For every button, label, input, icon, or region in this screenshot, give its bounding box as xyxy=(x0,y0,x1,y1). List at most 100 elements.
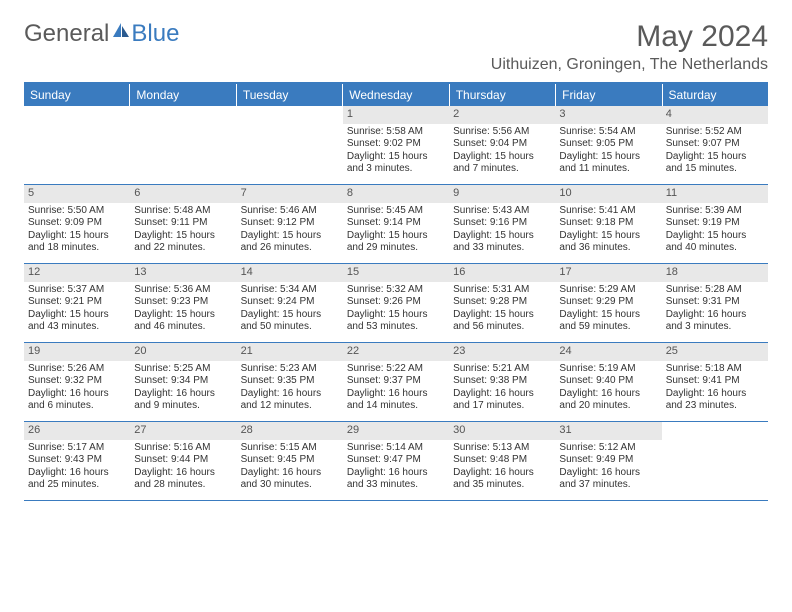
sunrise-line: Sunrise: 5:15 AM xyxy=(241,442,339,455)
weekday-header-row: SundayMondayTuesdayWednesdayThursdayFrid… xyxy=(24,84,768,106)
day-cell: 1Sunrise: 5:58 AMSunset: 9:02 PMDaylight… xyxy=(343,106,449,184)
daylight-line: Daylight: 16 hours and 9 minutes. xyxy=(134,388,232,413)
sunset-line: Sunset: 9:02 PM xyxy=(347,138,445,151)
sunset-line: Sunset: 9:21 PM xyxy=(28,296,126,309)
day-body: Sunrise: 5:56 AMSunset: 9:04 PMDaylight:… xyxy=(449,124,555,180)
weekday-header: Sunday xyxy=(24,84,130,106)
sunset-line: Sunset: 9:16 PM xyxy=(453,217,551,230)
day-number: 8 xyxy=(343,185,449,203)
day-cell xyxy=(130,106,236,184)
day-number: 6 xyxy=(130,185,236,203)
day-cell: 22Sunrise: 5:22 AMSunset: 9:37 PMDayligh… xyxy=(343,343,449,421)
day-number: 26 xyxy=(24,422,130,440)
sunset-line: Sunset: 9:23 PM xyxy=(134,296,232,309)
daylight-line: Daylight: 15 hours and 18 minutes. xyxy=(28,230,126,255)
day-number: 20 xyxy=(130,343,236,361)
sunset-line: Sunset: 9:35 PM xyxy=(241,375,339,388)
day-number: 30 xyxy=(449,422,555,440)
daylight-line: Daylight: 15 hours and 29 minutes. xyxy=(347,230,445,255)
day-number: 9 xyxy=(449,185,555,203)
day-cell: 7Sunrise: 5:46 AMSunset: 9:12 PMDaylight… xyxy=(237,185,343,263)
day-number: 19 xyxy=(24,343,130,361)
week-row: 1Sunrise: 5:58 AMSunset: 9:02 PMDaylight… xyxy=(24,106,768,185)
day-cell xyxy=(237,106,343,184)
daylight-line: Daylight: 16 hours and 14 minutes. xyxy=(347,388,445,413)
day-number: 17 xyxy=(555,264,661,282)
sunset-line: Sunset: 9:04 PM xyxy=(453,138,551,151)
weekday-header: Friday xyxy=(556,84,662,106)
day-body: Sunrise: 5:22 AMSunset: 9:37 PMDaylight:… xyxy=(343,361,449,417)
day-cell: 17Sunrise: 5:29 AMSunset: 9:29 PMDayligh… xyxy=(555,264,661,342)
daylight-line: Daylight: 15 hours and 43 minutes. xyxy=(28,309,126,334)
sunrise-line: Sunrise: 5:39 AM xyxy=(666,205,764,218)
day-cell: 5Sunrise: 5:50 AMSunset: 9:09 PMDaylight… xyxy=(24,185,130,263)
day-cell: 26Sunrise: 5:17 AMSunset: 9:43 PMDayligh… xyxy=(24,422,130,500)
day-body: Sunrise: 5:19 AMSunset: 9:40 PMDaylight:… xyxy=(555,361,661,417)
daylight-line: Daylight: 16 hours and 28 minutes. xyxy=(134,467,232,492)
month-title: May 2024 xyxy=(491,20,768,54)
day-body: Sunrise: 5:45 AMSunset: 9:14 PMDaylight:… xyxy=(343,203,449,259)
day-body: Sunrise: 5:31 AMSunset: 9:28 PMDaylight:… xyxy=(449,282,555,338)
daylight-line: Daylight: 16 hours and 35 minutes. xyxy=(453,467,551,492)
weekday-header: Tuesday xyxy=(237,84,343,106)
day-body: Sunrise: 5:12 AMSunset: 9:49 PMDaylight:… xyxy=(555,440,661,496)
daylight-line: Daylight: 15 hours and 53 minutes. xyxy=(347,309,445,334)
sunset-line: Sunset: 9:19 PM xyxy=(666,217,764,230)
sunset-line: Sunset: 9:47 PM xyxy=(347,454,445,467)
day-cell: 13Sunrise: 5:36 AMSunset: 9:23 PMDayligh… xyxy=(130,264,236,342)
daylight-line: Daylight: 16 hours and 23 minutes. xyxy=(666,388,764,413)
daylight-line: Daylight: 15 hours and 15 minutes. xyxy=(666,151,764,176)
sunrise-line: Sunrise: 5:29 AM xyxy=(559,284,657,297)
sunset-line: Sunset: 9:24 PM xyxy=(241,296,339,309)
day-body: Sunrise: 5:25 AMSunset: 9:34 PMDaylight:… xyxy=(130,361,236,417)
sunrise-line: Sunrise: 5:37 AM xyxy=(28,284,126,297)
day-cell xyxy=(24,106,130,184)
day-cell: 12Sunrise: 5:37 AMSunset: 9:21 PMDayligh… xyxy=(24,264,130,342)
sunrise-line: Sunrise: 5:58 AM xyxy=(347,126,445,139)
daylight-line: Daylight: 16 hours and 37 minutes. xyxy=(559,467,657,492)
day-number: 10 xyxy=(555,185,661,203)
week-row: 19Sunrise: 5:26 AMSunset: 9:32 PMDayligh… xyxy=(24,343,768,422)
daylight-line: Daylight: 16 hours and 20 minutes. xyxy=(559,388,657,413)
day-cell: 6Sunrise: 5:48 AMSunset: 9:11 PMDaylight… xyxy=(130,185,236,263)
day-number: 7 xyxy=(237,185,343,203)
sunrise-line: Sunrise: 5:21 AM xyxy=(453,363,551,376)
weekday-header: Wednesday xyxy=(343,84,449,106)
day-cell: 30Sunrise: 5:13 AMSunset: 9:48 PMDayligh… xyxy=(449,422,555,500)
daylight-line: Daylight: 15 hours and 22 minutes. xyxy=(134,230,232,255)
sunrise-line: Sunrise: 5:34 AM xyxy=(241,284,339,297)
daylight-line: Daylight: 16 hours and 25 minutes. xyxy=(28,467,126,492)
day-number: 13 xyxy=(130,264,236,282)
day-body: Sunrise: 5:52 AMSunset: 9:07 PMDaylight:… xyxy=(662,124,768,180)
sunset-line: Sunset: 9:45 PM xyxy=(241,454,339,467)
sunset-line: Sunset: 9:40 PM xyxy=(559,375,657,388)
sunrise-line: Sunrise: 5:12 AM xyxy=(559,442,657,455)
daylight-line: Daylight: 16 hours and 6 minutes. xyxy=(28,388,126,413)
day-body: Sunrise: 5:14 AMSunset: 9:47 PMDaylight:… xyxy=(343,440,449,496)
sunrise-line: Sunrise: 5:14 AM xyxy=(347,442,445,455)
day-cell: 27Sunrise: 5:16 AMSunset: 9:44 PMDayligh… xyxy=(130,422,236,500)
day-cell: 4Sunrise: 5:52 AMSunset: 9:07 PMDaylight… xyxy=(662,106,768,184)
sunset-line: Sunset: 9:11 PM xyxy=(134,217,232,230)
sunrise-line: Sunrise: 5:52 AM xyxy=(666,126,764,139)
daylight-line: Daylight: 15 hours and 11 minutes. xyxy=(559,151,657,176)
sunset-line: Sunset: 9:12 PM xyxy=(241,217,339,230)
week-row: 12Sunrise: 5:37 AMSunset: 9:21 PMDayligh… xyxy=(24,264,768,343)
sunset-line: Sunset: 9:32 PM xyxy=(28,375,126,388)
day-cell: 24Sunrise: 5:19 AMSunset: 9:40 PMDayligh… xyxy=(555,343,661,421)
day-body: Sunrise: 5:17 AMSunset: 9:43 PMDaylight:… xyxy=(24,440,130,496)
sunrise-line: Sunrise: 5:22 AM xyxy=(347,363,445,376)
sunset-line: Sunset: 9:37 PM xyxy=(347,375,445,388)
day-body: Sunrise: 5:29 AMSunset: 9:29 PMDaylight:… xyxy=(555,282,661,338)
daylight-line: Daylight: 16 hours and 17 minutes. xyxy=(453,388,551,413)
calendar: SundayMondayTuesdayWednesdayThursdayFrid… xyxy=(24,82,768,501)
day-cell: 8Sunrise: 5:45 AMSunset: 9:14 PMDaylight… xyxy=(343,185,449,263)
sunset-line: Sunset: 9:43 PM xyxy=(28,454,126,467)
day-number: 18 xyxy=(662,264,768,282)
day-cell: 18Sunrise: 5:28 AMSunset: 9:31 PMDayligh… xyxy=(662,264,768,342)
sunrise-line: Sunrise: 5:41 AM xyxy=(559,205,657,218)
sunrise-line: Sunrise: 5:25 AM xyxy=(134,363,232,376)
day-body: Sunrise: 5:18 AMSunset: 9:41 PMDaylight:… xyxy=(662,361,768,417)
day-body: Sunrise: 5:50 AMSunset: 9:09 PMDaylight:… xyxy=(24,203,130,259)
day-cell xyxy=(662,422,768,500)
